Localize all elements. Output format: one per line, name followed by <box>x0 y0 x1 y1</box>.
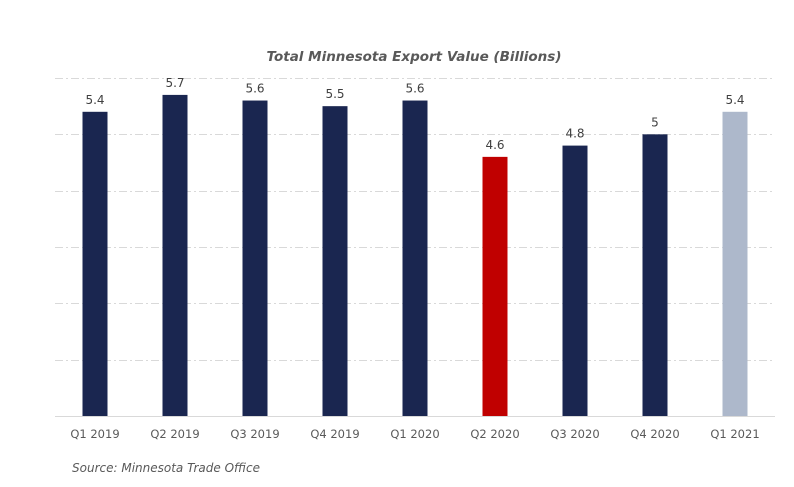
data-label: 5.7 <box>165 76 184 90</box>
data-label: 5.6 <box>245 82 264 96</box>
bar <box>402 100 428 417</box>
x-tick-label: Q3 2019 <box>230 427 279 441</box>
data-label: 5.5 <box>325 87 344 101</box>
bar <box>642 134 668 417</box>
source-note: Source: Minnesota Trade Office <box>72 461 261 475</box>
bar <box>242 100 268 417</box>
bar <box>322 106 348 417</box>
x-tick-label: Q2 2020 <box>470 427 519 441</box>
bar <box>482 156 508 416</box>
data-label: 4.8 <box>565 127 584 141</box>
data-labels: 5.4 5.7 5.6 5.5 5.6 4.6 4.8 5 5.4 <box>85 76 744 152</box>
bar <box>162 94 188 417</box>
x-tick-label: Q2 2019 <box>150 427 199 441</box>
bars <box>82 94 748 417</box>
bar <box>562 145 588 416</box>
chart-title: Total Minnesota Export Value (Billions) <box>267 49 562 65</box>
x-tick-label: Q1 2019 <box>70 427 119 441</box>
data-label: 5.6 <box>405 82 424 96</box>
data-label: 4.6 <box>485 138 504 152</box>
bar <box>722 111 748 417</box>
x-tick-labels: Q1 2019 Q2 2019 Q3 2019 Q4 2019 Q1 2020 Q2 20… <box>70 427 759 441</box>
x-tick-label: Q4 2019 <box>310 427 359 441</box>
x-tick-label: Q1 2020 <box>390 427 439 441</box>
x-tick-label: Q3 2020 <box>550 427 599 441</box>
x-tick-label: Q4 2020 <box>630 427 679 441</box>
bar <box>82 111 108 417</box>
data-label: 5 <box>651 115 659 129</box>
x-tick-label: Q1 2021 <box>710 427 759 441</box>
data-label: 5.4 <box>85 93 104 107</box>
data-label: 5.4 <box>725 93 744 107</box>
